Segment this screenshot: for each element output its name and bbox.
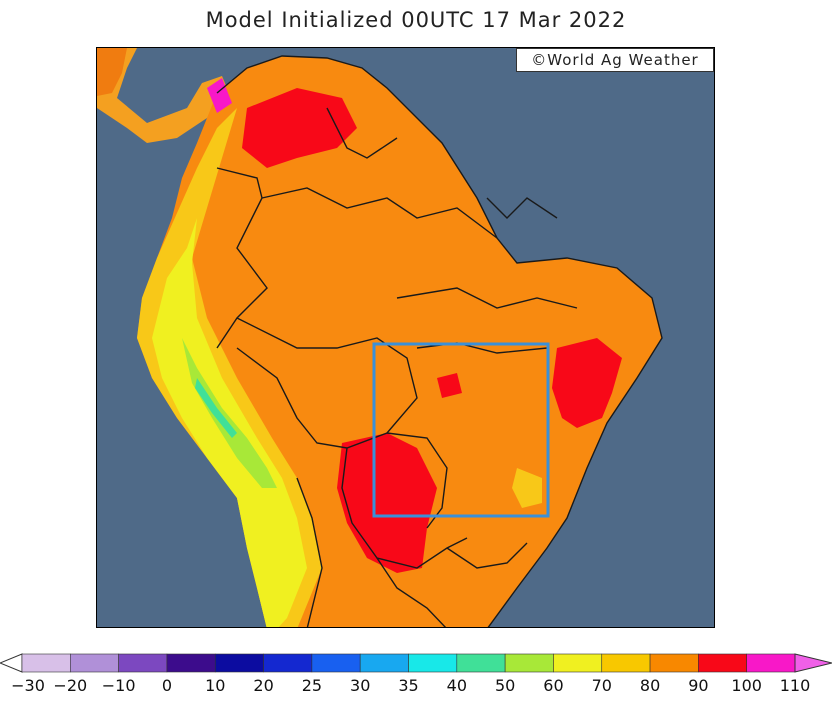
copyright-symbol: © bbox=[531, 51, 548, 69]
hotspot-northeast bbox=[552, 338, 622, 428]
colorbar-tick-label: 10 bbox=[205, 676, 226, 695]
copyright-label: ©World Ag Weather bbox=[516, 48, 714, 72]
south-america-map bbox=[97, 48, 714, 627]
colorbar-tick-label: 25 bbox=[301, 676, 323, 695]
colorbar-arrow-low bbox=[0, 653, 23, 673]
colorbar-cell bbox=[21, 653, 71, 673]
colorbar-cell bbox=[359, 653, 409, 673]
colorbar-tick-label: 60 bbox=[543, 676, 564, 695]
colorbar-tick-label: 100 bbox=[731, 676, 762, 695]
colorbar-cell bbox=[601, 653, 651, 673]
colorbar-tick-label: 40 bbox=[446, 676, 467, 695]
colorbar-ticks: −30 −20 −10 0 10 20 25 30 35 40 50 60 70 80 90 100 110 bbox=[0, 676, 832, 700]
colorbar-tick-label: 90 bbox=[688, 676, 709, 695]
colorbar-cell bbox=[166, 653, 216, 673]
map-title: Model Initialized 00UTC 17 Mar 2022 bbox=[205, 8, 627, 32]
colorbar-arrow-high bbox=[794, 653, 832, 673]
colorbar-tick-label: −20 bbox=[53, 676, 88, 695]
colorbar-tick-label: 0 bbox=[161, 676, 173, 695]
central-america bbox=[97, 48, 227, 143]
colorbar-cell bbox=[311, 653, 361, 673]
colorbar-cell bbox=[408, 653, 458, 673]
colorbar-cell bbox=[70, 653, 119, 673]
colorbar-tick-label: 50 bbox=[494, 676, 516, 695]
colorbar-cell bbox=[456, 653, 506, 673]
copyright-text: World Ag Weather bbox=[547, 51, 699, 69]
region-highlight-box bbox=[372, 342, 550, 518]
colorbar-tick-label: 70 bbox=[591, 676, 612, 695]
colorbar-tick-label: −10 bbox=[101, 676, 136, 695]
hotspot-north bbox=[242, 88, 357, 168]
map-panel bbox=[96, 47, 715, 628]
colorbar-cell bbox=[263, 653, 313, 673]
colorbar-tick-label: 30 bbox=[350, 676, 371, 695]
colorbar-cell bbox=[698, 653, 747, 673]
colorbar-cell bbox=[649, 653, 699, 673]
colorbar-tick-label: 110 bbox=[779, 676, 811, 695]
colorbar-tick-label: 80 bbox=[639, 676, 661, 695]
colorbar-tick-label: −30 bbox=[11, 676, 45, 695]
colorbar-cell bbox=[746, 653, 796, 673]
colorbar bbox=[0, 653, 832, 673]
colorbar-tick-label: 35 bbox=[398, 676, 419, 695]
colorbar-cell bbox=[504, 653, 554, 673]
colorbar-tick-label: 20 bbox=[253, 676, 274, 695]
colorbar-cell bbox=[118, 653, 168, 673]
colorbar-cell bbox=[553, 653, 603, 673]
colorbar-cell bbox=[214, 653, 264, 673]
country-borders bbox=[216, 55, 663, 627]
